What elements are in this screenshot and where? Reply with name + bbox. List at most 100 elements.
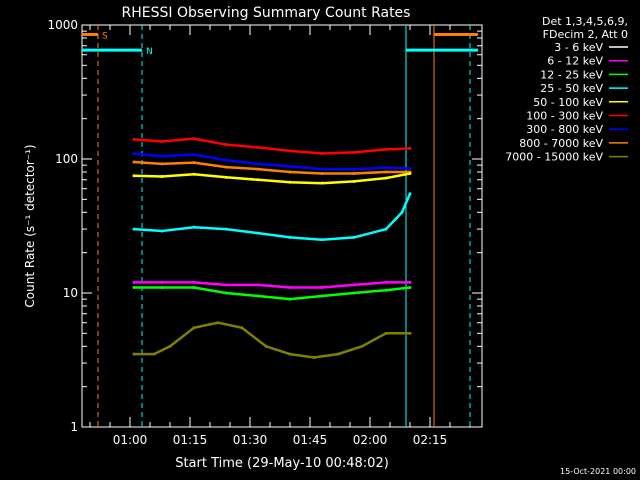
flag-label: S — [102, 31, 108, 41]
data-point — [320, 285, 324, 289]
data-point — [352, 235, 356, 239]
data-point — [384, 166, 388, 170]
legend-entry-label: 50 - 100 keV — [533, 96, 603, 109]
data-point — [224, 165, 228, 169]
data-point — [256, 178, 260, 182]
data-point — [192, 326, 196, 330]
legend: Det 1,3,4,5,6,9, FDecim 2, Att 0 3 - 6 k… — [505, 15, 628, 164]
legend-entry-label: 3 - 6 keV — [554, 41, 603, 54]
data-point — [192, 172, 196, 176]
data-point — [160, 175, 164, 179]
data-point — [224, 143, 228, 147]
data-point — [288, 297, 292, 301]
series-line — [133, 160, 410, 175]
legend-entry-label: 6 - 12 keV — [547, 55, 603, 68]
x-tick-label: 01:15 — [173, 433, 208, 447]
x-tick-label: 02:15 — [413, 433, 448, 447]
series-lines — [132, 137, 412, 360]
series-line — [133, 172, 411, 185]
x-axis-ticks: 01:00 01:15 01:30 01:45 02:00 02:15 — [89, 25, 471, 447]
flag-label: N — [146, 47, 153, 57]
data-point — [320, 294, 324, 298]
data-point — [256, 294, 260, 298]
plot-area: 1 10 100 1000 01:00 01:15 01:30 01:45 02:00 02:1… — [47, 18, 483, 447]
data-point — [256, 231, 260, 235]
flag-bars: SN — [82, 31, 478, 57]
data-point — [256, 167, 260, 171]
data-point — [132, 352, 136, 356]
data-point — [224, 283, 228, 287]
data-point — [288, 352, 292, 356]
series-line — [134, 286, 411, 301]
data-point — [408, 331, 412, 335]
data-point — [160, 162, 164, 166]
legend-entry-label: 800 - 7000 keV — [519, 137, 603, 150]
y-tick-label: 1 — [70, 420, 78, 434]
data-point — [192, 161, 196, 165]
data-point — [384, 170, 388, 174]
data-point — [152, 352, 156, 356]
data-point — [408, 146, 412, 150]
data-point — [132, 137, 136, 141]
y-tick-label: 1000 — [47, 18, 78, 32]
x-tick-label: 01:30 — [233, 433, 268, 447]
data-point — [192, 285, 196, 289]
x-tick-label: 01:00 — [113, 433, 148, 447]
data-point — [408, 280, 412, 284]
data-point — [384, 288, 388, 292]
data-point — [160, 280, 164, 284]
data-point — [160, 154, 164, 158]
data-point — [320, 167, 324, 171]
data-point — [192, 153, 196, 157]
data-point — [240, 326, 244, 330]
data-point — [224, 175, 228, 179]
y-tick-label: 10 — [63, 286, 78, 300]
x-axis-label: Start Time (29-May-10 00:48:02) — [175, 456, 389, 471]
data-point — [160, 140, 164, 144]
series-line — [134, 281, 410, 289]
legend-entry-label: 300 - 800 keV — [526, 123, 603, 136]
data-point — [400, 210, 404, 214]
data-point — [132, 174, 136, 178]
data-point — [192, 137, 196, 141]
x-tick-label: 01:45 — [293, 433, 328, 447]
data-point — [160, 229, 164, 233]
data-point — [288, 170, 292, 174]
data-point — [192, 225, 196, 229]
data-point — [408, 171, 412, 175]
data-point — [408, 285, 412, 289]
data-point — [264, 344, 268, 348]
data-point — [352, 179, 356, 183]
data-point — [132, 227, 136, 231]
data-point — [336, 352, 340, 356]
chart-title: RHESSI Observing Summary Count Rates — [122, 5, 411, 21]
data-point — [352, 171, 356, 175]
data-point — [352, 291, 356, 295]
data-point — [408, 166, 412, 170]
legend-header-line-2: FDecim 2, Att 0 — [543, 28, 628, 41]
data-point — [160, 285, 164, 289]
data-point — [288, 164, 292, 168]
series-line — [133, 137, 411, 155]
data-point — [352, 150, 356, 154]
data-point — [192, 280, 196, 284]
y-axis-label: Count Rate (s⁻¹ detector⁻¹) — [23, 144, 37, 307]
data-point — [384, 331, 388, 335]
data-point — [288, 149, 292, 153]
data-point — [132, 160, 136, 164]
legend-entry-label: 25 - 50 keV — [540, 82, 603, 95]
data-point — [320, 181, 324, 185]
data-point — [132, 280, 136, 284]
data-point — [320, 238, 324, 242]
series-line — [133, 152, 411, 171]
generated-timestamp: 15-Oct-2021 00:00 — [560, 467, 636, 476]
x-tick-label: 02:00 — [353, 433, 388, 447]
data-point — [132, 285, 136, 289]
y-tick-label: 100 — [55, 152, 78, 166]
data-point — [288, 180, 292, 184]
data-point — [224, 158, 228, 162]
data-point — [352, 283, 356, 287]
data-point — [256, 162, 260, 166]
legend-header-line-1: Det 1,3,4,5,6,9, — [542, 15, 628, 28]
